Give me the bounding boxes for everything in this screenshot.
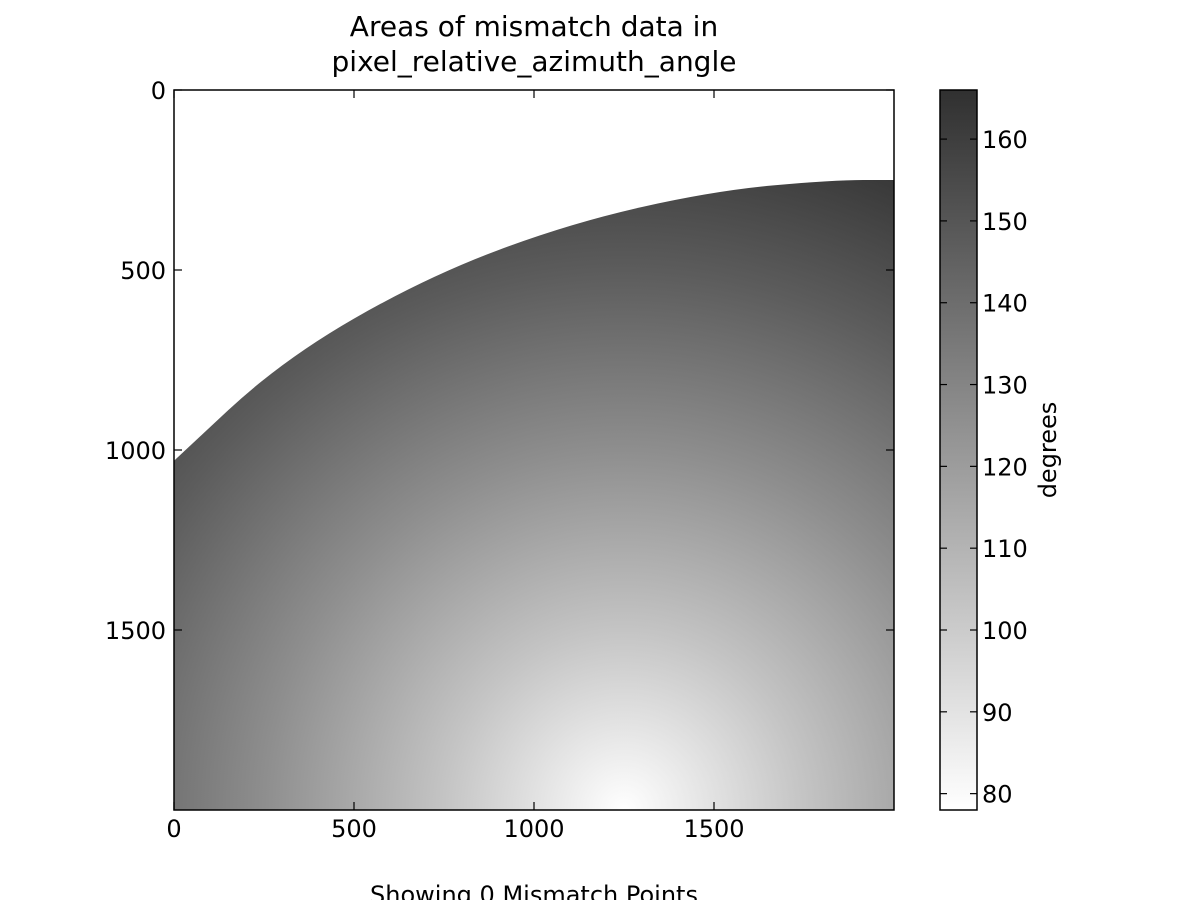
x-tick-label: 500	[331, 815, 377, 843]
colorbar-ticks: 80 90 100 110 120 130 140 150 160	[940, 126, 1028, 809]
colorbar-label: degrees	[1034, 402, 1062, 499]
y-tick-label: 1500	[105, 617, 166, 645]
colorbar-tick-label: 80	[982, 781, 1013, 809]
y-tick-label: 1000	[105, 437, 166, 465]
chart-title-line-2: pixel_relative_azimuth_angle	[332, 45, 737, 78]
x-tick-label: 1500	[683, 815, 744, 843]
colorbar-tick-label: 150	[982, 208, 1028, 236]
x-tick-label: 0	[166, 815, 181, 843]
colorbar-gradient	[939, 89, 978, 811]
colorbar: 80 90 100 110 120 130 140 150 160 degrees	[939, 89, 1062, 811]
y-tick-label: 500	[120, 257, 166, 285]
y-tick-label: 0	[151, 77, 166, 105]
colorbar-tick-label: 90	[982, 699, 1013, 727]
y-axis-ticks: 0 500 1000 1500	[105, 77, 894, 645]
colorbar-tick-label: 160	[982, 126, 1028, 154]
x-tick-label: 1000	[503, 815, 564, 843]
x-axis-ticks: 0 500 1000 1500	[166, 90, 745, 843]
colorbar-tick-label: 100	[982, 617, 1028, 645]
colorbar-tick-label: 140	[982, 290, 1028, 318]
data-region	[174, 180, 894, 810]
colorbar-tick-label: 120	[982, 453, 1028, 481]
chart-title-line-1: Areas of mismatch data in	[350, 10, 718, 43]
colorbar-tick-label: 110	[982, 535, 1028, 563]
x-axis-label: Showing 0 Mismatch Points	[370, 881, 698, 900]
colorbar-tick-label: 130	[982, 372, 1028, 400]
plot-area	[173, 89, 895, 811]
